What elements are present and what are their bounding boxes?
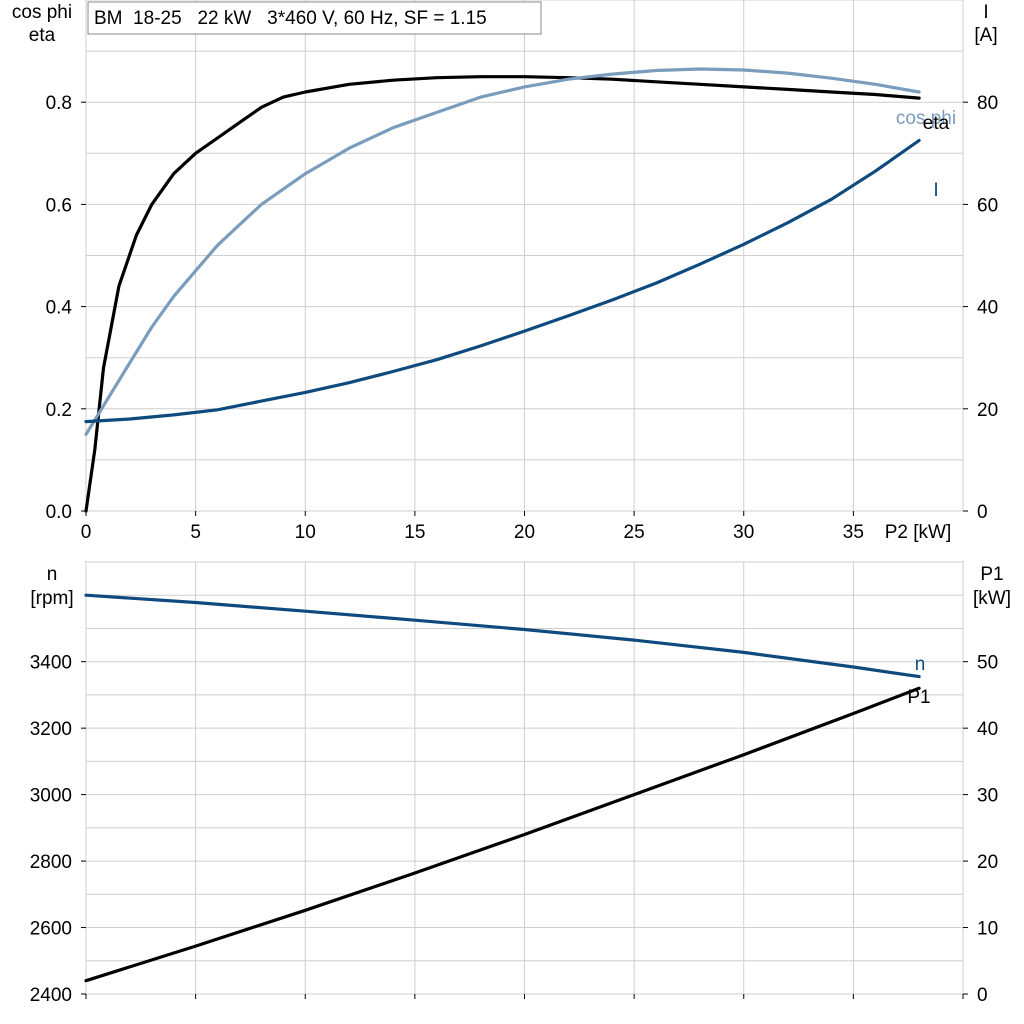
top-ticks: 0 5 10 15 20 25 30 35 0.0 0.2 0.4 0.6 0.8 0 20 40 60 80 bbox=[46, 93, 999, 543]
y-right-tick-label: 20 bbox=[977, 400, 998, 421]
y-right-tick-label: 0 bbox=[977, 502, 988, 523]
top-left-axis-label-2: eta bbox=[29, 25, 56, 46]
n-tick-label: 2800 bbox=[30, 852, 72, 873]
current-curve bbox=[84, 138, 921, 424]
bottom-panel: 2400 2600 2800 3000 3200 3400 0 10 20 30 40 50 n [r… bbox=[30, 561, 1011, 1006]
y-left-tick-label: 0.2 bbox=[46, 400, 72, 421]
x-tick-label: 15 bbox=[404, 522, 425, 543]
n-tick-label: 2400 bbox=[30, 985, 72, 1006]
chart-title-box bbox=[87, 1, 542, 35]
series-label-cosphi: cos phi bbox=[896, 108, 956, 129]
x-tick-label: 20 bbox=[514, 522, 535, 543]
p1-tick-label: 50 bbox=[977, 653, 998, 674]
p1-tick-label: 0 bbox=[977, 985, 988, 1006]
bottom-series bbox=[84, 593, 921, 983]
y-right-tick-label: 80 bbox=[977, 93, 998, 114]
n-tick-label: 3400 bbox=[30, 653, 72, 674]
n-tick-label: 2600 bbox=[30, 919, 72, 940]
bottom-right-axis-label-1: P1 bbox=[980, 564, 1003, 585]
top-right-axis-label-1: I bbox=[983, 2, 988, 23]
x-tick-label: 10 bbox=[295, 522, 316, 543]
p1-tick-label: 10 bbox=[977, 919, 998, 940]
x-tick-label: 35 bbox=[843, 522, 864, 543]
p1-curve bbox=[84, 686, 921, 983]
eta-curve bbox=[84, 75, 921, 513]
y-left-tick-label: 0.6 bbox=[46, 195, 72, 216]
x-tick-label: 5 bbox=[190, 522, 201, 543]
p1-tick-label: 40 bbox=[977, 719, 998, 740]
p1-tick-label: 30 bbox=[977, 786, 998, 807]
series-label-eta: eta bbox=[923, 113, 950, 134]
cosphi-curve bbox=[84, 67, 921, 436]
p1-tick-label: 20 bbox=[977, 852, 998, 873]
series-label-current: I bbox=[933, 180, 938, 201]
y-right-tick-label: 40 bbox=[977, 298, 998, 319]
chart-title: BM 18-25 22 kW 3*460 V, 60 Hz, SF = 1.15 bbox=[94, 8, 487, 29]
n-tick-label: 3200 bbox=[30, 719, 72, 740]
top-series bbox=[84, 67, 921, 513]
x-tick-label: 0 bbox=[81, 522, 92, 543]
series-label-n: n bbox=[915, 654, 926, 675]
bottom-grid bbox=[85, 561, 964, 995]
series-label-p1: P1 bbox=[907, 687, 930, 708]
bottom-right-axis-label-2: [kW] bbox=[973, 588, 1011, 609]
bottom-left-axis-label-2: [rpm] bbox=[30, 588, 73, 609]
top-left-axis-label-1: cos phi bbox=[12, 2, 72, 23]
x-axis-label: P2 [kW] bbox=[885, 522, 952, 543]
x-tick-label: 30 bbox=[733, 522, 754, 543]
y-left-tick-label: 0.0 bbox=[46, 502, 72, 523]
y-right-tick-label: 60 bbox=[977, 195, 998, 216]
n-tick-label: 3000 bbox=[30, 786, 72, 807]
top-right-axis-label-2: [A] bbox=[974, 25, 997, 46]
speed-curve bbox=[84, 593, 921, 679]
y-left-tick-label: 0.8 bbox=[46, 93, 72, 114]
bottom-left-axis-label-1: n bbox=[47, 564, 58, 585]
top-panel: 0 5 10 15 20 25 30 35 0.0 0.2 0.4 0.6 0.8 0 20 40 60 80 B… bbox=[12, 0, 998, 543]
bottom-ticks: 2400 2600 2800 3000 3200 3400 0 10 20 30 40 50 bbox=[30, 653, 998, 1006]
x-tick-label: 25 bbox=[624, 522, 645, 543]
y-left-tick-label: 0.4 bbox=[46, 298, 73, 319]
